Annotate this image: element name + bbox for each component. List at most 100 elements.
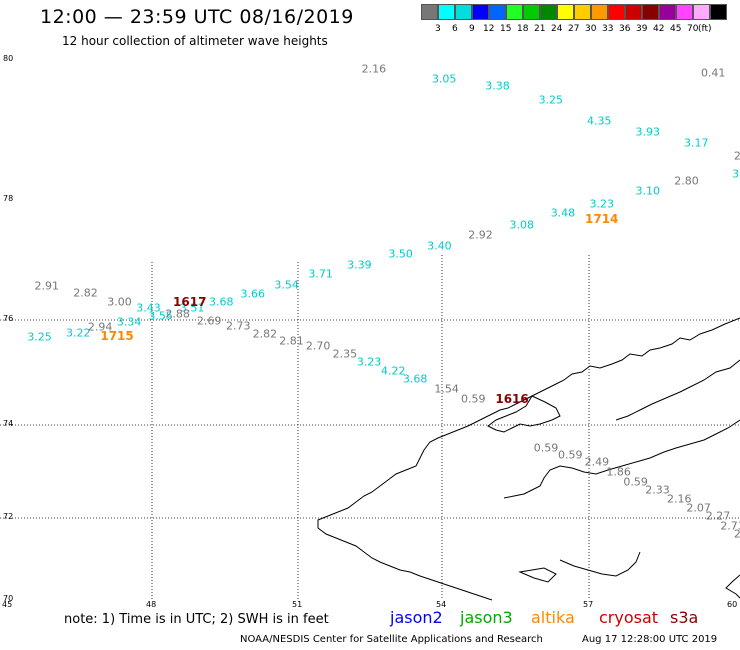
swh-observation: 3.25 [538,93,564,107]
swh-observation: 2.82 [252,327,278,341]
swh-observation: 3.08 [509,218,534,232]
coastline [317,317,740,601]
latitude-tick-label: 80 [3,54,14,63]
latitude-tick-label: 72 [3,512,14,521]
swh-observation: 2.49 [584,455,610,469]
swh-observation: 2.82 [73,286,98,300]
colorbar-swatch [506,4,523,20]
colorbar-swatch [693,4,710,20]
longitude-tick-label: 60 [727,600,738,609]
colorbar-swatch [574,4,591,20]
pass-time-label: 1715 [100,328,134,343]
swh-observation: 3.93 [635,125,661,138]
colorbar-swatch [421,4,438,20]
swh-observation: 3.50 [388,247,413,261]
swh-observation: 4.22 [381,364,406,378]
swh-observation: 3.66 [240,287,266,301]
colorbar-label: 27 [568,24,580,34]
swh-observation: 2.27 [705,509,731,523]
swh-observation: 2 [733,527,740,541]
swh-observation: 3.38 [485,79,510,93]
swh-observation: 3.71 [308,267,333,281]
colorbar-swatch [540,4,557,20]
swh-observation: 3.34 [116,315,142,329]
colorbar-label: 70 [687,24,699,34]
swh-observation: 2.73 [720,519,740,533]
colorbar-label: 15 [500,24,512,34]
colorbar-label: 30 [585,24,597,34]
swh-observation: 2.92 [468,228,493,242]
swh-observation: 2.69 [196,314,222,328]
swh-observation: 2.70 [305,339,331,353]
colorbar-label: 24 [551,24,563,34]
swh-observation: 2.91 [34,279,60,293]
swh-observation: 2.73 [225,319,251,333]
pass-time-label: 1714 [585,211,619,226]
colorbar-label: 6 [452,24,458,34]
colorbar-swatch [659,4,676,20]
swh-observation: 3.23 [589,197,614,211]
graticule-grid [0,255,740,600]
colorbar-swatch [608,4,625,20]
colorbar-swatch [676,4,693,20]
swh-observation: 3.68 [209,295,234,309]
colorbar-swatch [489,4,506,20]
colorbar-swatch [591,4,608,20]
swh-observation: 3.51 [179,301,205,315]
swh-observation: 2.80 [674,174,699,187]
latitude-tick-label: 74 [3,419,14,428]
latitude-tick-label: 76 [3,314,14,323]
colorbar-label: 9 [469,24,475,34]
colorbar-label: 36 [619,24,631,34]
longitude-tick-label: 54 [436,600,447,609]
longitude-tick-label: 57 [583,600,594,609]
swh-observation: 2.16 [667,492,692,506]
colorbar-swatch [438,4,455,20]
swh-observation: 2.94 [87,320,113,334]
swh-observation: 3.40 [427,239,452,253]
swh-observation: 0.59 [533,441,559,455]
colorbar-swatch [557,4,574,20]
swh-observation: 3. [732,167,740,180]
colorbar-label: 39 [636,24,648,34]
swh-observation: 3.68 [402,372,428,386]
footnote: note: 1) Time is in UTC; 2) SWH is in fe… [64,612,329,627]
swh-observation: 0.59 [461,392,486,406]
swh-observation: 3.25 [27,330,52,344]
swh-observation: 2 [733,149,740,163]
swh-observation: 1.86 [606,465,631,479]
map-subtitle: 12 hour collection of altimeter wave hei… [62,34,328,48]
latitude-tick-label: 78 [3,194,14,203]
swh-observation: 2.07 [686,501,711,515]
colorbar-swatch [523,4,540,20]
pass-time-label: 1616 [495,391,529,406]
legend-item-jason3: jason3 [460,608,513,627]
swh-observation: 3.43 [136,301,161,315]
swh-observation: 0.41 [700,66,726,80]
swh-observation: 0.59 [557,448,583,462]
swh-observation: 3.00 [107,295,132,309]
swh-observation: 2.35 [332,347,358,361]
colorbar-swatch [455,4,472,20]
colorbar-label: 33 [602,24,614,34]
colorbar-swatch [642,4,659,20]
longitude-tick-label: 51 [292,600,303,609]
legend-item-jason2: jason2 [390,608,443,627]
swh-observation: 3.54 [274,278,299,292]
colorbar-swatch [710,4,727,20]
colorbar-label: 45 [670,24,682,34]
colorbar-label: 3 [435,24,441,34]
colorbar-swatch [625,4,642,20]
swh-observation: 3.22 [66,326,91,340]
swh-observation: 2.16 [361,62,387,75]
swh-observation: 4.35 [587,114,612,128]
longitude-tick-label: 45 [2,600,13,609]
map-title: 12:00 — 23:59 UTC 08/16/2019 [40,6,354,28]
swh-observation: 3.17 [683,136,709,150]
colorbar-label: 12 [483,24,495,34]
longitude-tick-label: 48 [146,600,157,609]
legend-item-s3a: s3a [670,608,699,627]
swh-observation: 3.10 [635,184,661,198]
generation-timestamp: Aug 17 12:28:00 UTC 2019 [582,634,718,645]
swh-observation: 3.23 [356,355,382,369]
